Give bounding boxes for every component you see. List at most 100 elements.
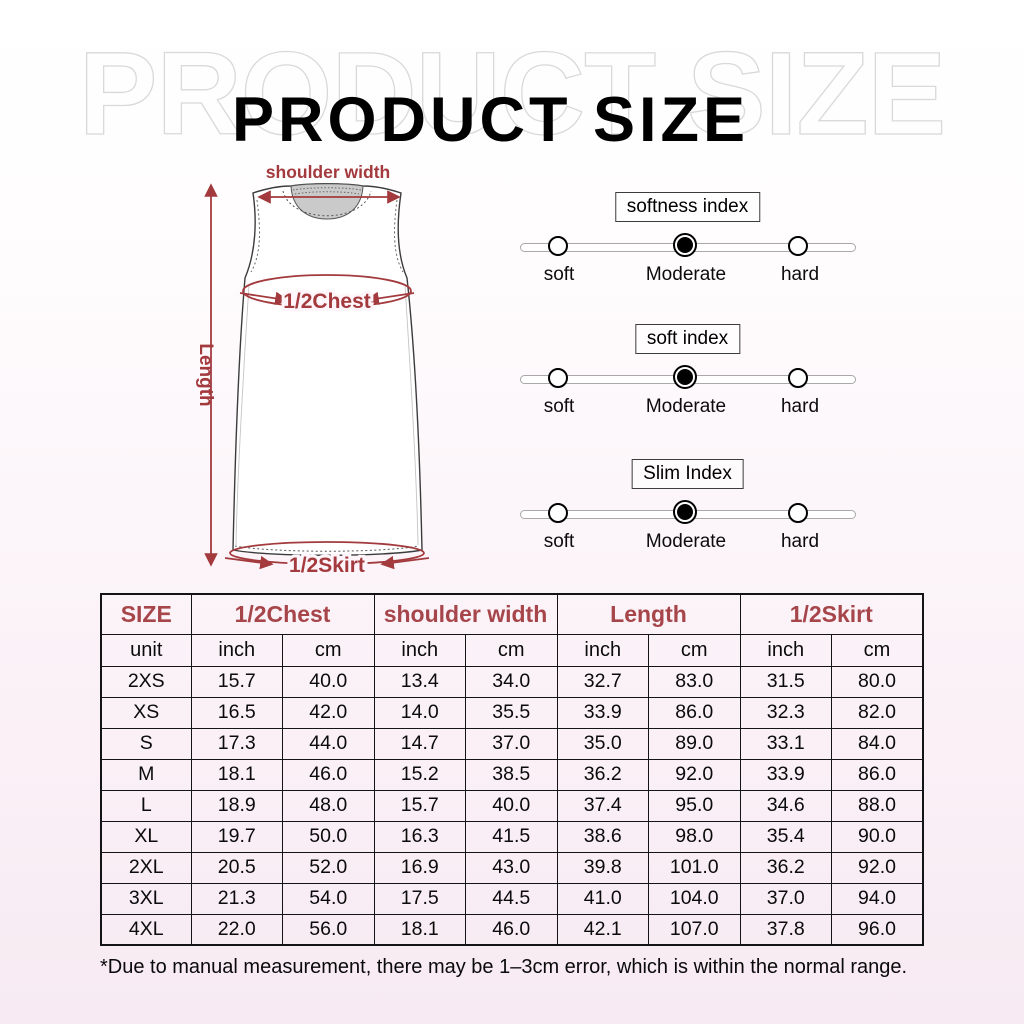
- measurement-cell: 15.7: [373, 789, 466, 822]
- measurement-cell: 37.0: [739, 882, 832, 915]
- softness-dot-soft[interactable]: [548, 236, 568, 256]
- page-title: PRODUCT SIZE: [232, 85, 750, 155]
- measurement-cell: 37.8: [739, 913, 832, 946]
- slim-dot-soft[interactable]: [548, 503, 568, 523]
- measurement-cell: 19.7: [190, 820, 283, 853]
- softness-label-hard: hard: [780, 264, 820, 285]
- table-row: S 17.3 44.0 14.7 37.0 35.0 89.0 33.1 84.0: [100, 727, 924, 760]
- size-label-cell: 2XL: [100, 851, 192, 884]
- size-table-body: 2XS 15.7 40.0 13.4 34.0 32.7 83.0 31.5 80.0 XS 16.…: [100, 665, 924, 946]
- measurement-cell: 37.0: [465, 727, 558, 760]
- slider-group-soft: soft index soft Moderate hard: [515, 318, 860, 430]
- measurement-cell: 92.0: [831, 851, 924, 884]
- size-label-cell: M: [100, 758, 192, 791]
- size-label-cell: L: [100, 789, 192, 822]
- measurement-cell: 46.0: [465, 913, 558, 946]
- measurement-cell: 41.0: [556, 882, 649, 915]
- measurement-cell: 38.6: [556, 820, 649, 853]
- soft-index-label: soft index: [646, 328, 729, 349]
- measurement-cell: 16.9: [373, 851, 466, 884]
- softness-dot-hard[interactable]: [788, 236, 808, 256]
- slider-group-slim: Slim Index soft Moderate hard: [515, 453, 860, 565]
- table-header-row: SIZE 1/2Chest shoulder width Length 1/2S…: [100, 593, 924, 635]
- slim-label-soft: soft: [543, 531, 575, 552]
- side-seam-left: [235, 284, 250, 546]
- measurement-cell: 82.0: [831, 696, 924, 729]
- measurement-cell: 20.5: [190, 851, 283, 884]
- measurement-cell: 92.0: [648, 758, 741, 791]
- size-label-cell: 4XL: [100, 913, 192, 946]
- slim-index-label: Slim Index: [643, 463, 732, 484]
- measurement-cell: 52.0: [282, 851, 375, 884]
- unit-measure-cell: inch: [190, 633, 283, 667]
- measurement-cell: 18.1: [190, 758, 283, 791]
- skirt-arrow-right: [380, 555, 430, 570]
- size-label-cell: XL: [100, 820, 192, 853]
- dress-outline: [232, 183, 423, 556]
- skirt-arrow-left: [224, 555, 274, 570]
- selected-dot-core: [677, 237, 693, 253]
- table-row: XL 19.7 50.0 16.3 41.5 38.6 98.0 35.4 90.0: [100, 820, 924, 853]
- soft-dot-soft[interactable]: [548, 368, 568, 388]
- measurement-cell: 15.2: [373, 758, 466, 791]
- measurement-cell: 96.0: [831, 913, 924, 946]
- size-label-cell: XS: [100, 696, 192, 729]
- softness-dot-moderate-selected[interactable]: [673, 233, 697, 257]
- hem-stitch: [234, 545, 420, 552]
- armhole-stitch-right: [394, 199, 404, 273]
- table-row: 3XL 21.3 54.0 17.5 44.5 41.0 104.0 37.0 94.0: [100, 882, 924, 915]
- measurement-cell: 16.5: [190, 696, 283, 729]
- measurement-cell: 14.0: [373, 696, 466, 729]
- measurement-cell: 104.0: [648, 882, 741, 915]
- chest-measure-ellipse: [242, 274, 412, 308]
- unit-measure-cell: inch: [556, 633, 649, 667]
- header-length: Length: [556, 593, 741, 635]
- measurement-cell: 88.0: [831, 789, 924, 822]
- softness-index-label: softness index: [626, 196, 749, 217]
- soft-label-soft: soft: [543, 396, 575, 417]
- measurement-cell: 89.0: [648, 727, 741, 760]
- selected-dot-core: [677, 504, 693, 520]
- table-row: 4XL 22.0 56.0 18.1 46.0 42.1 107.0 37.8 96.0: [100, 913, 924, 946]
- unit-measure-cell: cm: [465, 633, 558, 667]
- measurement-cell: 32.3: [739, 696, 832, 729]
- measurement-cell: 33.9: [556, 696, 649, 729]
- measurement-cell: 36.2: [739, 851, 832, 884]
- size-table: SIZE 1/2Chest shoulder width Length 1/2S…: [100, 593, 924, 946]
- armhole-stitch-left: [250, 199, 260, 273]
- size-label-cell: 3XL: [100, 882, 192, 915]
- measurement-cell: 39.8: [556, 851, 649, 884]
- measurement-cell: 34.0: [465, 665, 558, 698]
- slim-dot-hard[interactable]: [788, 503, 808, 523]
- measurement-cell: 56.0: [282, 913, 375, 946]
- measurement-cell: 15.7: [190, 665, 283, 698]
- measurement-cell: 35.5: [465, 696, 558, 729]
- soft-label-moderate: Moderate: [645, 396, 727, 417]
- size-label-cell: S: [100, 727, 192, 760]
- soft-label-hard: hard: [780, 396, 820, 417]
- front-neckline-stitch: [282, 190, 372, 217]
- slim-label-moderate: Moderate: [645, 531, 727, 552]
- unit-measure-cell: cm: [648, 633, 741, 667]
- measurement-cell: 86.0: [648, 696, 741, 729]
- soft-dot-hard[interactable]: [788, 368, 808, 388]
- size-label-cell: 2XS: [100, 665, 192, 698]
- table-row: L 18.9 48.0 15.7 40.0 37.4 95.0 34.6 88.0: [100, 789, 924, 822]
- slim-label-hard: hard: [780, 531, 820, 552]
- measurement-cell: 95.0: [648, 789, 741, 822]
- chest-label: 1/2Chest: [283, 290, 371, 313]
- soft-dot-moderate-selected[interactable]: [673, 365, 697, 389]
- selected-dot-core: [677, 369, 693, 385]
- table-row: M 18.1 46.0 15.2 38.5 36.2 92.0 33.9 86.0: [100, 758, 924, 791]
- slim-dot-moderate-selected[interactable]: [673, 500, 697, 524]
- measurement-cell: 21.3: [190, 882, 283, 915]
- unit-measure-cell: inch: [373, 633, 466, 667]
- header-size: SIZE: [100, 593, 192, 635]
- measurement-cell: 32.7: [556, 665, 649, 698]
- measurement-cell: 38.5: [465, 758, 558, 791]
- measurement-cell: 54.0: [282, 882, 375, 915]
- header-half-skirt: 1/2Skirt: [739, 593, 924, 635]
- measurement-cell: 43.0: [465, 851, 558, 884]
- measurement-cell: 33.1: [739, 727, 832, 760]
- measurement-cell: 18.9: [190, 789, 283, 822]
